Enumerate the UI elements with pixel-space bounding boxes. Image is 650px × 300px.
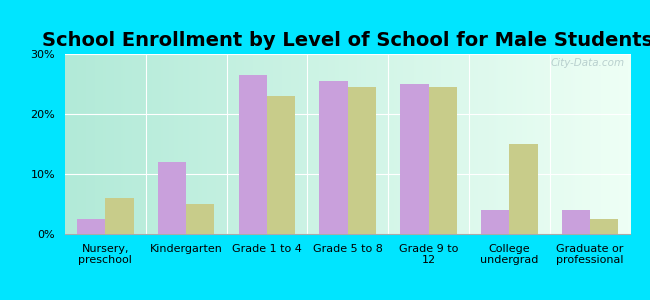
Bar — [186, 204, 214, 234]
Bar — [481, 210, 510, 234]
Bar — [400, 84, 428, 234]
Bar — [510, 144, 538, 234]
Bar — [105, 198, 134, 234]
Bar — [77, 219, 105, 234]
Bar — [348, 87, 376, 234]
Text: City-Data.com: City-Data.com — [551, 58, 625, 68]
Bar — [239, 75, 267, 234]
Bar — [590, 219, 618, 234]
Bar — [267, 96, 295, 234]
Title: School Enrollment by Level of School for Male Students: School Enrollment by Level of School for… — [42, 31, 650, 50]
Bar — [562, 210, 590, 234]
Bar — [158, 162, 186, 234]
Bar — [320, 81, 348, 234]
Bar — [428, 87, 457, 234]
